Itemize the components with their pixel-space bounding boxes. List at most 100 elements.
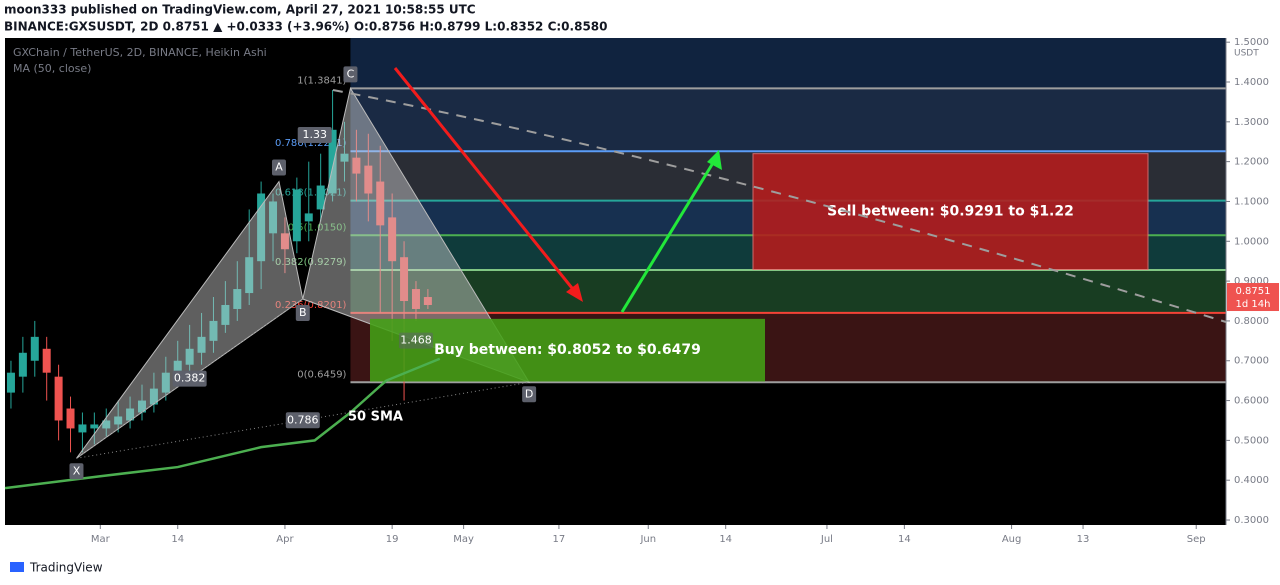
candle-body [411, 289, 420, 309]
candle-body [280, 233, 289, 250]
candle-body [400, 257, 409, 302]
arrow-up [620, 157, 718, 313]
chart-title: GXChain / TetherUS, 2D, BINANCE, Heikin … [13, 46, 267, 59]
candle-body [328, 129, 337, 194]
candle-body [126, 408, 135, 421]
candle-body [137, 400, 146, 413]
point-box [522, 386, 537, 403]
x-tick-label: Jul [820, 534, 833, 545]
ratio-label: 1.33 [302, 128, 327, 141]
fib-zone [350, 38, 1227, 89]
x-tick-label: Apr [276, 534, 294, 545]
candle-body [364, 165, 373, 194]
x-tick-label: 17 [553, 534, 566, 545]
ratio-box [297, 126, 332, 143]
candle-body [42, 348, 51, 373]
ratio-label: 1.468 [400, 334, 432, 347]
x-tick-label: 13 [1077, 534, 1090, 545]
y-tick-label: 1.2000 [1234, 157, 1269, 168]
brand: TradingView [29, 561, 103, 575]
candle-body [233, 289, 242, 309]
countdown: 1d 14h [1236, 299, 1271, 310]
candle-body [423, 297, 432, 305]
price-label: 0.8751 [1236, 286, 1271, 297]
pattern-xd [76, 381, 530, 459]
symbol-line: BINANCE:GXSUSDT, 2D 0.8751 ▲ +0.0333 (+3… [4, 20, 608, 34]
fib-label: 0.5(1.0150) [288, 222, 347, 233]
point-box [271, 159, 286, 176]
fib-label: 1(1.3841) [297, 75, 346, 86]
y-tick-label: 0.5000 [1234, 435, 1269, 446]
x-tick-label: Aug [1002, 534, 1022, 545]
x-tick-label: 19 [386, 534, 399, 545]
candle-body [185, 348, 194, 365]
candle-body [245, 257, 254, 294]
fib-zone [350, 269, 1227, 313]
candle-body [221, 304, 230, 325]
y-tick-label: 0.4000 [1234, 475, 1269, 486]
ratio-label: 0.382 [174, 372, 206, 385]
y-tick-label: 0.7000 [1234, 356, 1269, 367]
fib-label: 0.618(1.1021) [275, 188, 347, 199]
point-box [295, 305, 310, 322]
candle-body [304, 213, 313, 222]
zone-label: Sell between: $0.9291 to $1.22 [827, 204, 1074, 220]
point-label: B [299, 306, 307, 319]
candle-body [257, 193, 266, 262]
projection [332, 89, 1227, 323]
y-tick-label: 1.4000 [1234, 77, 1269, 88]
x-tick-label: May [453, 534, 474, 545]
candle-body [340, 153, 349, 162]
candle-body [114, 416, 123, 425]
candle-body [18, 352, 27, 377]
sma-line [4, 357, 441, 490]
candle-body [173, 360, 182, 377]
candle-body [388, 217, 397, 262]
fib-label: 0.786(1.2261) [275, 138, 347, 149]
candle-body [376, 181, 385, 226]
candle-body [102, 420, 111, 429]
point-label: A [275, 161, 283, 174]
candle-body [78, 424, 87, 433]
candle-body [197, 336, 206, 353]
y-tick-label: 0.6000 [1234, 396, 1269, 407]
x-tick-label: 14 [898, 534, 911, 545]
candle-body [6, 372, 15, 393]
x-tick-label: 14 [171, 534, 184, 545]
ratio-box [398, 332, 433, 349]
candle-body [352, 157, 361, 174]
candle-body [66, 408, 75, 429]
y-tick-label: 0.3000 [1234, 515, 1269, 526]
candle-body [149, 388, 158, 405]
x-tick-label: Mar [91, 534, 111, 545]
y-tick-label: 1.5000 [1234, 37, 1269, 48]
point-label: C [347, 67, 355, 80]
zone-label: Buy between: $0.8052 to $0.6479 [434, 342, 701, 358]
candle-body [209, 320, 218, 341]
y-tick-label: 1.3000 [1234, 117, 1269, 128]
y-tick-label: 1.1000 [1234, 196, 1269, 207]
candle-body [316, 185, 325, 210]
x-tick-label: Jun [639, 534, 656, 545]
x-tick-label: 14 [719, 534, 732, 545]
ratio-label: 0.786 [287, 413, 319, 426]
point-box [343, 66, 358, 83]
plot-layer: 1(1.3841) 0.786(1.2261) 0.618(1.1021) 0.5(1… [4, 37, 1279, 545]
y-tick-label: 1.0000 [1234, 236, 1269, 247]
trade-zone [752, 153, 1149, 271]
trade-zone [370, 318, 765, 382]
ratio-box [172, 370, 207, 387]
point-label: X [73, 464, 81, 477]
arrow-head [707, 150, 722, 170]
fib-label: 0(0.6459) [297, 369, 346, 380]
arrow-down [393, 67, 582, 299]
candle-body [292, 189, 301, 242]
indicator-label: MA (50, close) [13, 62, 91, 75]
publish-line: moon333 published on TradingView.com, Ap… [4, 3, 476, 17]
candle-body [54, 376, 63, 421]
candle-body [90, 424, 99, 429]
candle-body [161, 372, 170, 393]
y-tick-label: 0.9000 [1234, 276, 1269, 287]
